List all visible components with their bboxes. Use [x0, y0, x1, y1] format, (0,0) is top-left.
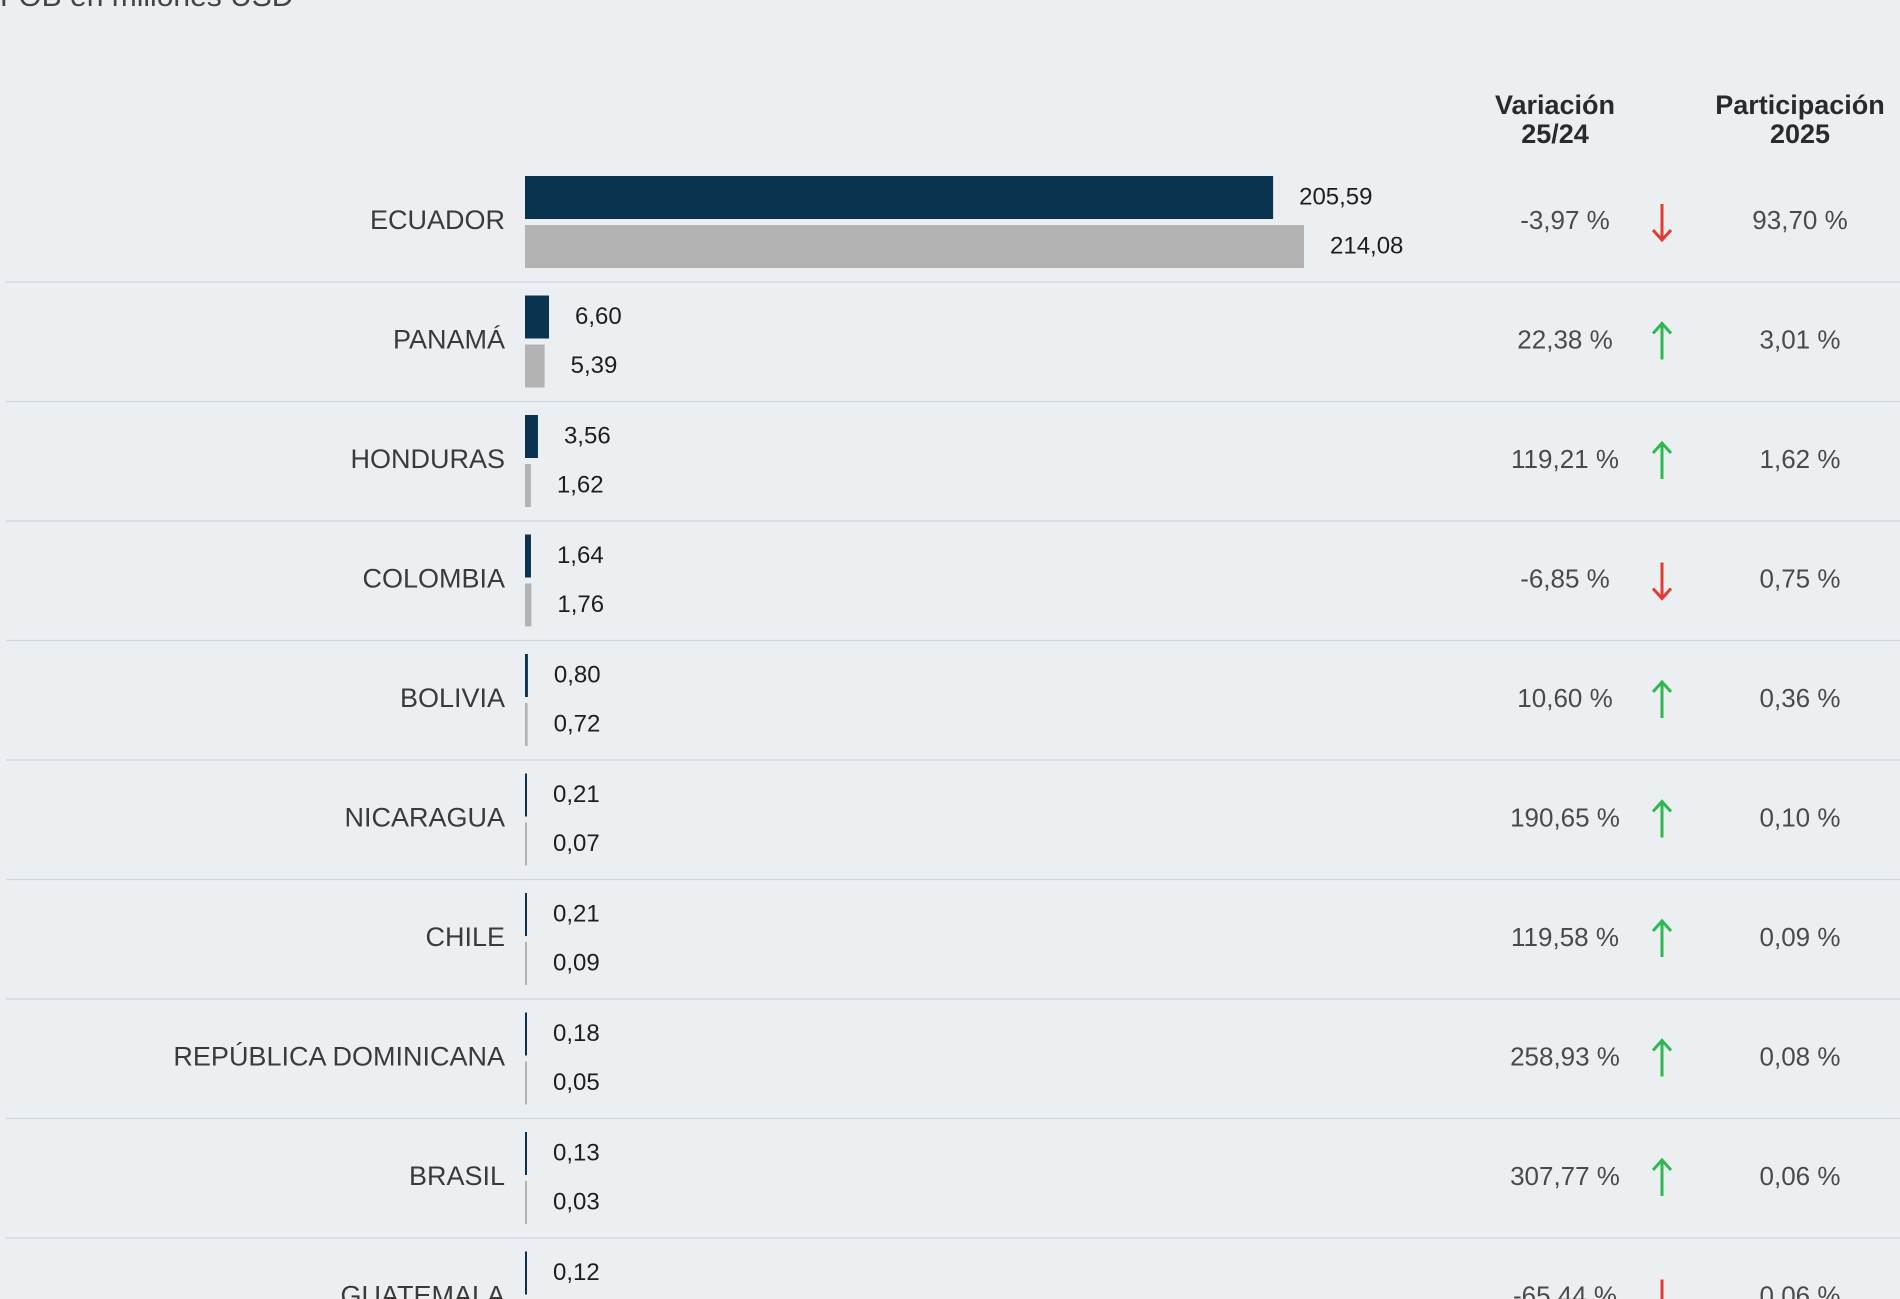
- arrow-down: [1651, 204, 1673, 243]
- value-label: 1,76: [557, 591, 604, 618]
- column-value: 0,09 %: [1760, 922, 1841, 952]
- bar: [525, 176, 1274, 219]
- category-label: NICARAGUA: [344, 803, 505, 833]
- category-label: BRASIL: [409, 1161, 505, 1191]
- category-label: COLOMBIA: [362, 564, 505, 594]
- bar: [525, 893, 527, 936]
- column-value: 258,93 %: [1510, 1041, 1620, 1071]
- bar: [525, 1061, 527, 1105]
- bar: [525, 295, 550, 339]
- column-value: -3,97 %: [1520, 205, 1610, 235]
- column-value: 93,70 %: [1752, 205, 1847, 235]
- value-label: 0,21: [553, 781, 600, 808]
- value-label: 0,21: [553, 900, 600, 927]
- column-value: 0,06 %: [1760, 1280, 1841, 1299]
- column-value: 119,21 %: [1511, 444, 1619, 474]
- category-label: PANAMÁ: [393, 325, 505, 355]
- column-value: 1,62 %: [1760, 444, 1841, 474]
- category-label: BOLIVIA: [400, 683, 505, 713]
- column-header: Variación 25/24: [1495, 90, 1615, 149]
- bar: [525, 703, 528, 746]
- value-label: 0,12: [553, 1259, 600, 1286]
- category-label: CHILE: [425, 922, 505, 952]
- column-value: 0,06 %: [1760, 1161, 1841, 1191]
- bar: [525, 1181, 527, 1224]
- category-label: ECUADOR: [370, 205, 505, 235]
- bar: [525, 344, 545, 388]
- column-header: Participación 2025: [1715, 90, 1885, 149]
- column-value: -6,85 %: [1520, 563, 1610, 593]
- bar: [525, 773, 527, 817]
- value-label: 0,05: [553, 1069, 600, 1096]
- column-value: 0,10 %: [1760, 802, 1841, 832]
- chart-subtitle: FOB en millones USD: [0, 0, 293, 13]
- column-value: 3,01 %: [1760, 324, 1841, 354]
- value-label: 0,72: [554, 710, 601, 737]
- value-label: 0,07: [553, 830, 600, 857]
- value-label: 3,56: [564, 422, 611, 449]
- value-label: 5,39: [571, 352, 618, 379]
- value-label: 1,64: [557, 542, 604, 569]
- column-value: -65,44 %: [1513, 1280, 1617, 1299]
- column-value: 190,65 %: [1510, 802, 1620, 832]
- value-label: 0,18: [553, 1020, 600, 1047]
- arrow-up: [1651, 440, 1673, 479]
- bar: [525, 464, 531, 507]
- bar: [525, 225, 1304, 268]
- column-value: 10,60 %: [1517, 683, 1612, 713]
- column-value: 307,77 %: [1510, 1161, 1620, 1191]
- value-label: 6,60: [575, 303, 622, 330]
- bar: [525, 583, 532, 627]
- arrow-down: [1660, 1279, 1664, 1299]
- value-label: 0,03: [553, 1188, 600, 1215]
- arrow-up: [1651, 799, 1673, 838]
- value-label: 0,13: [553, 1139, 600, 1166]
- value-label: 214,08: [1330, 232, 1403, 259]
- category-label: HONDURAS: [350, 444, 505, 474]
- bar: [525, 534, 531, 578]
- column-value: 22,38 %: [1517, 324, 1612, 354]
- arrow-up: [1651, 1038, 1673, 1077]
- arrow-up: [1651, 918, 1673, 957]
- category-label: GUATEMALA: [340, 1281, 505, 1299]
- arrow-down: [1651, 562, 1673, 601]
- category-label: REPÚBLICA DOMINICANA: [173, 1041, 505, 1072]
- arrow-up: [1651, 679, 1673, 718]
- column-value: 119,58 %: [1511, 922, 1619, 952]
- column-value: 0,08 %: [1760, 1041, 1841, 1071]
- bar: [525, 1251, 527, 1295]
- bar: [525, 415, 538, 458]
- value-label: 0,80: [554, 661, 601, 688]
- value-label: 205,59: [1299, 183, 1372, 210]
- arrow-up: [1651, 1157, 1673, 1196]
- column-value: 0,36 %: [1760, 683, 1841, 713]
- bar: [525, 654, 528, 697]
- bar: [525, 1012, 527, 1056]
- bar: [525, 822, 527, 866]
- arrow-up: [1651, 321, 1673, 360]
- column-value: 0,75 %: [1760, 563, 1841, 593]
- bar: [525, 1132, 527, 1175]
- value-label: 1,62: [557, 471, 604, 498]
- bar: [525, 942, 527, 985]
- value-label: 0,09: [553, 949, 600, 976]
